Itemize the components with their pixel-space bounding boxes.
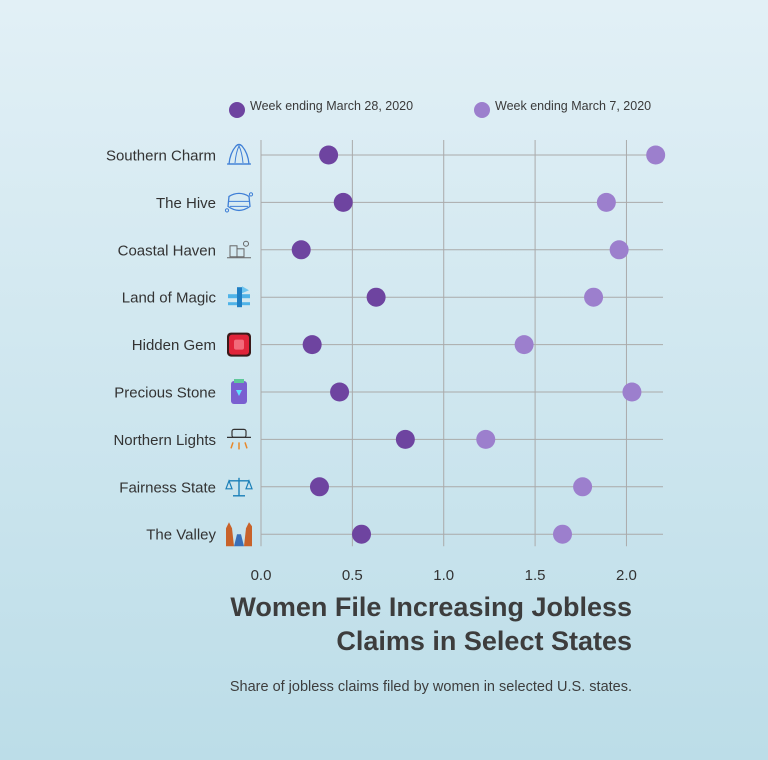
category-label: The Valley [146, 527, 216, 544]
point-week-mar-7 [476, 429, 496, 449]
point-week-mar-28 [302, 335, 322, 355]
legend-label: Week ending March 7, 2020 [495, 99, 651, 113]
x-tick-label: 0.5 [342, 567, 363, 584]
chart-title: Women File Increasing Jobless Claims in … [230, 590, 632, 658]
point-week-mar-7 [596, 192, 616, 212]
point-week-mar-28 [333, 192, 353, 212]
legend-marker [474, 102, 490, 118]
beehive-icon [224, 192, 254, 213]
magic-wand-icon [228, 286, 250, 308]
category-label: The Hive [156, 195, 216, 212]
category-icons [224, 143, 254, 547]
legend-label: Week ending March 28, 2020 [250, 99, 413, 113]
chart-title-line-1: Women File Increasing Jobless [230, 592, 632, 622]
legend: Week ending March 28, 2020 Week ending Ma… [229, 99, 651, 118]
category-label: Precious Stone [114, 385, 216, 402]
point-week-mar-28 [366, 287, 386, 307]
legend-marker [229, 102, 245, 118]
point-week-mar-7 [646, 145, 666, 165]
x-tick-label: 2.0 [616, 567, 637, 584]
point-week-mar-7 [514, 335, 534, 355]
category-label: Hidden Gem [132, 337, 216, 354]
chart-subtitle: Share of jobless claims filed by women i… [229, 679, 632, 695]
point-week-mar-7 [553, 524, 572, 544]
point-week-mar-28 [319, 145, 339, 165]
point-week-mar-7 [609, 240, 629, 260]
category-labels: Southern Charm The Hive Coastal Haven Land … [106, 148, 217, 544]
point-week-mar-28 [309, 477, 329, 497]
x-tick-label: 0.0 [251, 567, 272, 584]
x-axis-ticks: 0.0 0.5 1.0 1.5 2.0 [251, 567, 637, 584]
category-label: Coastal Haven [118, 242, 216, 259]
point-week-mar-7 [573, 477, 593, 497]
x-tick-label: 1.0 [433, 567, 454, 584]
point-week-mar-28 [352, 524, 371, 544]
scales-icon [225, 477, 253, 497]
canyon-icon [226, 522, 252, 547]
point-week-mar-28 [330, 382, 350, 402]
category-label: Northern Lights [113, 432, 216, 449]
data-points [291, 145, 666, 544]
category-label: Land of Magic [122, 290, 217, 307]
coastal-houses-icon [227, 240, 251, 259]
point-week-mar-28 [291, 240, 311, 260]
chart-title-line-2: Claims in Select States [336, 626, 632, 656]
category-label: Fairness State [119, 479, 216, 496]
point-week-mar-7 [622, 382, 642, 402]
precious-stone-icon [231, 379, 247, 404]
bell-icon [227, 143, 251, 165]
aurora-icon [227, 428, 251, 450]
point-week-mar-28 [395, 429, 415, 449]
point-week-mar-7 [584, 287, 604, 307]
category-label: Southern Charm [106, 148, 216, 165]
x-tick-label: 1.5 [525, 567, 546, 584]
ruby-gem-icon [227, 332, 251, 357]
